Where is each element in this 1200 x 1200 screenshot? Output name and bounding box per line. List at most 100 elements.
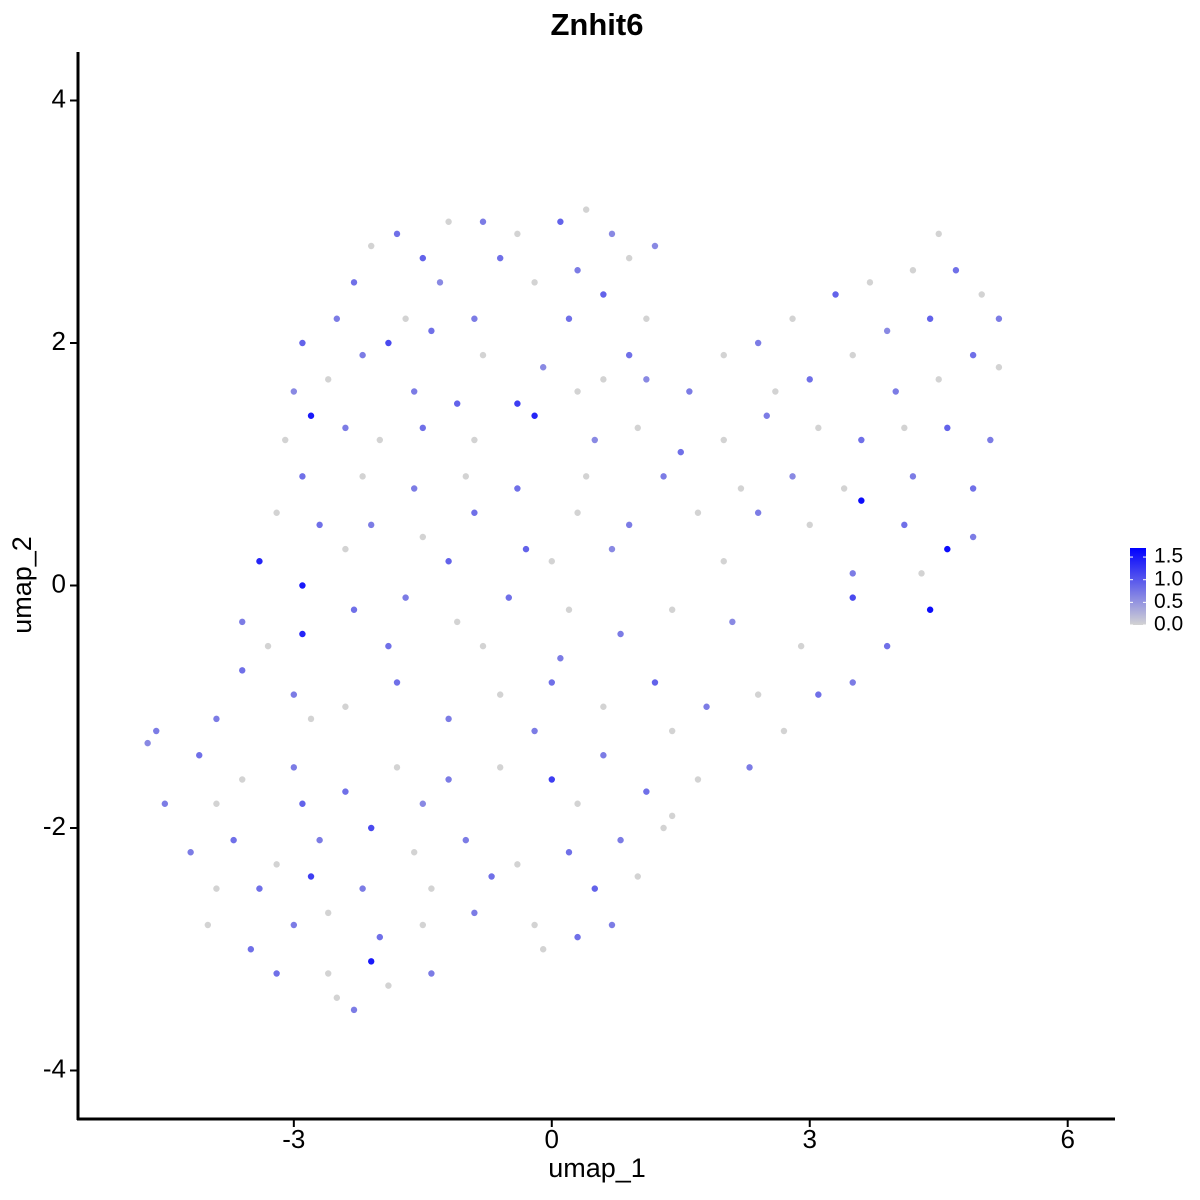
point [419,921,427,929]
point [496,691,504,698]
point [789,315,796,322]
point [393,679,401,686]
point [686,388,693,395]
point [479,642,487,650]
point [806,521,813,529]
point [858,497,865,504]
point [445,558,452,565]
point [514,400,521,407]
point [419,424,427,432]
point [471,509,478,516]
point [969,533,977,541]
point [660,824,667,832]
point [359,351,366,359]
point [608,921,616,929]
point [316,836,323,844]
point [737,485,745,492]
point [849,351,856,359]
chart-title: Znhit6 [551,7,644,42]
point [479,218,487,225]
point [574,509,581,516]
point [952,267,960,274]
point [282,436,289,444]
point [522,545,530,553]
point [368,824,375,832]
point [660,473,667,480]
point [385,642,392,650]
point [368,958,375,965]
point [694,776,702,783]
point [419,254,427,262]
point [754,509,762,516]
point [668,812,676,820]
point [514,861,521,868]
point [746,764,753,771]
x-tick-label: 0 [545,1124,559,1154]
point [411,388,418,395]
point [720,351,727,359]
point [454,618,461,626]
color-tick-label: 0.5 [1154,590,1183,613]
point [780,727,788,735]
point [935,376,942,383]
y-tick-label: -2 [43,811,66,841]
point [436,279,444,286]
point [256,885,263,892]
point [849,570,856,577]
color-bar [1130,548,1146,625]
point [290,921,298,929]
point [574,388,581,395]
point [368,242,375,250]
point [548,776,555,783]
point [350,606,358,613]
point [806,376,813,383]
point [385,982,392,989]
point [866,279,874,286]
point [247,946,255,953]
y-tick-label: -4 [43,1053,66,1083]
point [454,400,461,407]
point [307,412,315,419]
point [239,618,246,626]
point [488,873,495,880]
point [729,618,736,626]
point [720,558,727,565]
point [213,715,220,723]
point [428,327,435,335]
point [342,788,349,795]
point [582,473,590,480]
point [849,594,856,601]
point [643,376,650,383]
point [772,388,779,395]
point [548,558,555,565]
point [505,594,512,601]
point [204,921,212,929]
point [625,351,633,359]
point [608,230,616,238]
point [926,315,934,322]
point [419,800,427,807]
point [600,752,607,759]
point [213,800,220,807]
point [342,424,349,432]
point [858,436,865,444]
point [815,424,822,432]
point [763,412,770,419]
point [368,521,375,529]
point [531,727,538,735]
point [471,909,478,917]
point [901,424,908,432]
point [643,315,650,322]
color-tick-label: 1.5 [1154,545,1183,568]
point [720,436,727,444]
point [402,315,409,322]
point [256,558,263,565]
color-tick-label: 1.0 [1154,567,1183,590]
point [333,315,341,322]
point [918,570,925,577]
point [316,521,323,529]
point [325,970,332,977]
point [239,667,246,674]
point [462,473,470,480]
point [428,885,435,892]
